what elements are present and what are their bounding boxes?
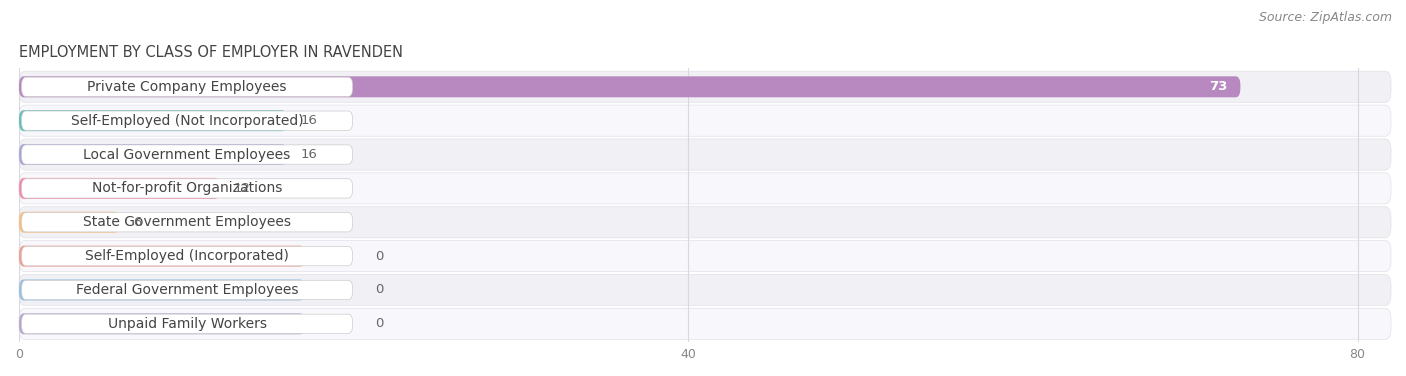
Text: 6: 6: [132, 216, 141, 229]
Text: EMPLOYMENT BY CLASS OF EMPLOYER IN RAVENDEN: EMPLOYMENT BY CLASS OF EMPLOYER IN RAVEN…: [20, 45, 404, 60]
Text: Self-Employed (Incorporated): Self-Employed (Incorporated): [86, 249, 290, 263]
FancyBboxPatch shape: [20, 144, 287, 165]
FancyBboxPatch shape: [20, 246, 305, 267]
FancyBboxPatch shape: [20, 308, 1391, 340]
FancyBboxPatch shape: [20, 76, 1240, 97]
FancyBboxPatch shape: [20, 279, 305, 300]
FancyBboxPatch shape: [20, 178, 219, 199]
FancyBboxPatch shape: [21, 246, 353, 266]
Text: Not-for-profit Organizations: Not-for-profit Organizations: [91, 181, 283, 196]
Text: Self-Employed (Not Incorporated): Self-Employed (Not Incorporated): [70, 114, 304, 128]
FancyBboxPatch shape: [20, 212, 120, 233]
Text: 73: 73: [1209, 80, 1227, 93]
FancyBboxPatch shape: [20, 241, 1391, 272]
Text: Unpaid Family Workers: Unpaid Family Workers: [108, 317, 267, 331]
FancyBboxPatch shape: [21, 111, 353, 130]
Text: Source: ZipAtlas.com: Source: ZipAtlas.com: [1258, 11, 1392, 24]
Text: 0: 0: [375, 250, 384, 262]
Text: 0: 0: [375, 317, 384, 331]
Text: Federal Government Employees: Federal Government Employees: [76, 283, 298, 297]
Text: State Government Employees: State Government Employees: [83, 215, 291, 229]
FancyBboxPatch shape: [20, 110, 287, 131]
FancyBboxPatch shape: [20, 207, 1391, 238]
Text: Private Company Employees: Private Company Employees: [87, 80, 287, 94]
FancyBboxPatch shape: [20, 105, 1391, 136]
FancyBboxPatch shape: [20, 274, 1391, 306]
Text: 16: 16: [299, 114, 316, 127]
Text: 0: 0: [375, 284, 384, 296]
FancyBboxPatch shape: [21, 314, 353, 334]
FancyBboxPatch shape: [20, 313, 305, 334]
Text: 12: 12: [233, 182, 250, 195]
FancyBboxPatch shape: [21, 145, 353, 164]
FancyBboxPatch shape: [20, 71, 1391, 102]
FancyBboxPatch shape: [20, 139, 1391, 170]
FancyBboxPatch shape: [21, 212, 353, 232]
FancyBboxPatch shape: [21, 280, 353, 300]
Text: Local Government Employees: Local Government Employees: [83, 147, 291, 162]
FancyBboxPatch shape: [20, 173, 1391, 204]
Text: 16: 16: [299, 148, 316, 161]
FancyBboxPatch shape: [21, 77, 353, 97]
FancyBboxPatch shape: [21, 179, 353, 198]
